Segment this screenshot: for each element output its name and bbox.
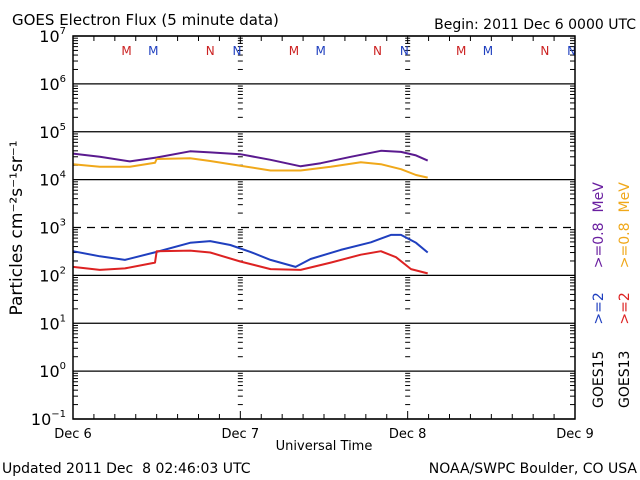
legend: GOES15>=2>=0.8MeV GOES13>=2>=0.8MeV — [591, 182, 633, 408]
mn-marker: N — [232, 44, 241, 58]
x-tick-labels: Dec 6 Dec 7 Dec 8 Dec 9 — [54, 427, 594, 442]
legend-goes13: GOES13>=2>=0.8MeV — [617, 182, 633, 408]
plot-frame — [72, 35, 576, 420]
legend-goes15: GOES15>=2>=0.8MeV — [591, 182, 607, 408]
mn-marker: M — [121, 44, 131, 58]
y-tick-label: 102 — [39, 265, 66, 285]
y-tick-label: 10−1 — [31, 409, 66, 429]
mn-marker: M — [483, 44, 493, 58]
mn-marker: M — [289, 44, 299, 58]
mn-marker: M — [456, 44, 466, 58]
y-tick-labels: 107 106 105 104 103 102 101 100 10−1 — [31, 26, 66, 429]
y-tick-label: 103 — [39, 218, 66, 238]
x-axis-label: Universal Time — [276, 439, 373, 454]
updated-timestamp: Updated 2011 Dec 8 02:46:03 UTC — [2, 461, 251, 477]
x-tick-label: Dec 7 — [222, 427, 260, 442]
series-goes15-0-8-mev — [72, 149, 429, 168]
x-tick-label: Dec 9 — [556, 427, 594, 442]
y-tick-label: 101 — [39, 313, 66, 333]
x-tick-label: Dec 6 — [54, 427, 92, 442]
grid-lines — [73, 35, 575, 420]
y-tick-label: 107 — [39, 26, 66, 46]
y-axis-label: Particles cm⁻²s⁻¹sr⁻¹ — [7, 140, 27, 315]
y-tick-label: 106 — [39, 74, 66, 94]
mn-marker: M — [315, 44, 325, 58]
mn-marker: M — [148, 44, 158, 58]
chart-title: GOES Electron Flux (5 minute data) — [12, 11, 279, 29]
y-tick-label: 105 — [39, 122, 66, 142]
mn-marker: N — [540, 44, 549, 58]
series-lines — [72, 149, 429, 275]
series-goes13-2-mev — [72, 249, 428, 275]
mn-marker: N — [373, 44, 382, 58]
mn-marker: N — [206, 44, 215, 58]
y-tick-label: 104 — [39, 170, 66, 190]
series-goes13-0-8-mev — [72, 157, 428, 179]
mn-marker: N — [400, 44, 409, 58]
x-tick-label: Dec 8 — [389, 427, 427, 442]
minor-ticks — [72, 36, 576, 419]
source-credit: NOAA/SWPC Boulder, CO USA — [429, 461, 638, 477]
begin-label: Begin: 2011 Dec 6 0000 UTC — [434, 17, 636, 33]
series-goes15-2-mev — [72, 233, 429, 268]
y-tick-label: 100 — [39, 361, 66, 381]
mn-marker: N — [567, 44, 576, 58]
